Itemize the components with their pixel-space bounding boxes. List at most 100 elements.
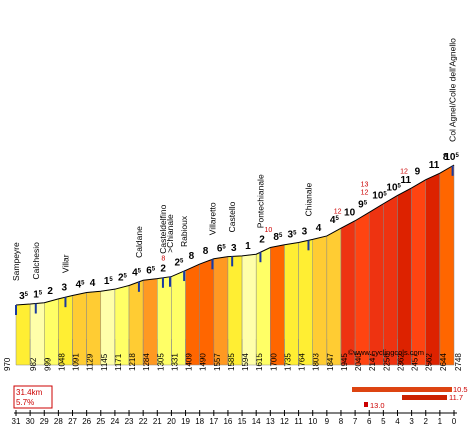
max-grade-label: 10	[264, 227, 272, 234]
x-tick-label: 29	[40, 417, 49, 425]
x-tick-label: 30	[26, 417, 35, 425]
x-tick-label: 16	[223, 417, 232, 425]
grade-label: 25	[174, 257, 184, 268]
x-tick-label: 23	[125, 417, 134, 425]
legend-value-2: 11.7	[449, 393, 463, 402]
grade-label: 45	[132, 267, 142, 278]
altitude-label: 1594	[241, 353, 250, 371]
legend-value-1: 10.5	[453, 385, 468, 394]
x-tick-label: 12	[280, 417, 289, 425]
max-grade-label: 12	[334, 209, 342, 216]
x-tick-label: 17	[209, 417, 218, 425]
altitude-label: 1145	[100, 353, 109, 371]
profile-segment	[326, 227, 342, 366]
x-tick-label: 0	[452, 417, 457, 425]
legend-bar-1	[352, 387, 452, 392]
grade-label: 9	[415, 167, 421, 178]
grade-label: 65	[146, 266, 156, 277]
grade-half: 5	[279, 233, 283, 239]
altitude-label: 2040	[354, 353, 363, 371]
place-label: Casteldelfino	[158, 204, 168, 253]
credit-label: ©www.cyclingcols.com	[348, 348, 424, 357]
profile-segment	[270, 244, 285, 366]
grade-label: 4	[90, 278, 96, 289]
profile-segment	[397, 187, 412, 366]
altitude-label: 970	[3, 357, 12, 371]
grade-label: 8	[443, 152, 449, 163]
x-tick-label: 18	[195, 417, 204, 425]
x-tick-label: 19	[181, 417, 190, 425]
profile-segment	[411, 179, 426, 366]
x-tick-label: 3	[409, 417, 414, 425]
x-tick-label: 21	[153, 417, 162, 425]
x-tick-label: 26	[82, 417, 91, 425]
grade-label: 105	[444, 152, 459, 163]
grade-half: 5	[81, 280, 85, 286]
x-tick-label: 22	[139, 417, 148, 425]
altitude-label: 1735	[283, 353, 292, 371]
altitude-label: 2644	[439, 353, 448, 371]
altitude-label: 1585	[227, 353, 236, 371]
grade-label: 3	[302, 226, 308, 237]
altitude-label: 1615	[255, 353, 264, 371]
grade-label: 105	[386, 182, 401, 193]
profile-segment	[241, 253, 257, 366]
x-tick-label: 14	[252, 417, 261, 425]
altitude-label: 2748	[454, 353, 463, 371]
place-label: Caldane	[134, 226, 144, 258]
place-label: Rabioux	[179, 215, 189, 247]
grade-label: 11	[429, 160, 440, 171]
grade-half: 5	[109, 277, 113, 283]
profile-segment	[298, 239, 313, 366]
profile-segment	[213, 256, 229, 366]
grade-label: 8	[203, 246, 209, 257]
altitude-label: 1171	[114, 353, 123, 371]
place-label: Sampeyre	[11, 242, 21, 281]
place-label: Pontechianale	[255, 174, 265, 228]
grade-label: 105	[372, 191, 387, 202]
x-tick-label: 2	[424, 417, 429, 425]
x-tick-label: 8	[339, 417, 344, 425]
altitude-label: 1847	[326, 353, 335, 371]
x-tick-label: 15	[238, 417, 247, 425]
altitude-label: 1409	[185, 353, 194, 371]
grade-half: 5	[383, 192, 387, 198]
grade-label: 85	[273, 232, 283, 243]
place-label: Col Agnel/Colle dell'Agnello	[448, 38, 458, 142]
grade-label: 4	[316, 223, 322, 234]
grade-label: 45	[76, 279, 86, 290]
profile-segment	[227, 255, 243, 366]
altitude-label: 1945	[340, 353, 349, 371]
grade-half: 5	[124, 273, 128, 279]
x-tick-label: 4	[395, 417, 400, 425]
altitude-label: 1305	[156, 353, 165, 371]
grade-half: 5	[293, 230, 297, 236]
grade-label: 3	[61, 282, 67, 293]
x-tick-label: 1	[438, 417, 443, 425]
legend-value-3: 13.0	[370, 401, 385, 410]
profile-segment	[128, 279, 144, 366]
grade-half: 5	[138, 268, 142, 274]
altitude-label: 999	[43, 357, 52, 371]
x-tick-label: 27	[68, 417, 77, 425]
legend-bar-3	[364, 402, 368, 407]
altitude-label: 2256	[382, 353, 391, 371]
place-label: Villaretto	[207, 202, 217, 235]
grade-label: 95	[358, 199, 368, 210]
grade-half: 5	[152, 267, 156, 273]
grade-label: 15	[104, 276, 114, 287]
altitude-label: 982	[29, 357, 38, 371]
x-tick-label: 13	[266, 417, 275, 425]
profile-segment	[354, 211, 370, 366]
grade-half: 5	[455, 153, 459, 159]
profile-segment	[185, 263, 200, 366]
profile-segment	[142, 278, 158, 366]
x-tick-label: 11	[294, 417, 303, 425]
profile-segment	[439, 164, 455, 366]
profile-segment	[199, 258, 215, 366]
altitude-label: 2147	[368, 353, 377, 371]
max-grade-label: 8	[161, 256, 165, 263]
grade-label: 2	[259, 235, 265, 246]
profile-segment	[29, 302, 45, 366]
